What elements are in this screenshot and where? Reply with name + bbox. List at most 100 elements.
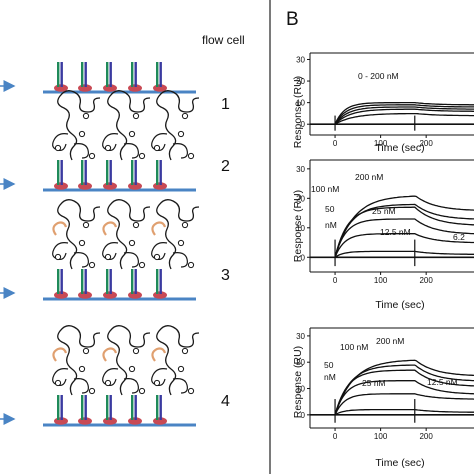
concentration-label: 200 nM [376,336,404,346]
blue-strand [60,395,63,420]
glycan-node [88,261,96,269]
sensorgram-curve [310,106,474,125]
flow-cell-2 [0,90,200,192]
sensorgram-curve [310,408,474,416]
concentration-label: 100 nM [340,342,368,352]
concentration-label: 200 nM [355,172,383,182]
x-tick-label: 200 [419,276,433,285]
immobilized-molecule [153,62,167,92]
green-strand [131,62,134,87]
blue-strand [109,269,112,294]
glycan-node [153,144,161,152]
x-tick-label: 200 [419,139,433,148]
blue-strand [84,160,87,185]
sensorgram-curve [310,218,474,259]
glycan-node [104,144,112,152]
glycan-branch [172,378,188,394]
glycan-branch [123,252,139,268]
blue-strand [134,160,137,185]
glycan-branch [102,368,119,386]
blue-strand [60,269,63,294]
x-tick-label: 100 [374,276,388,285]
glycan-branch [102,242,119,260]
x-tick-label: 200 [419,432,433,441]
glycan-node [54,253,62,261]
green-strand [57,395,60,420]
glycan-node [138,387,146,395]
y-tick-label: 30 [296,165,305,174]
glycan-node [78,365,86,373]
concentration-label: 6.2 [453,232,465,242]
blue-strand [84,62,87,87]
glycan-node [181,347,189,355]
x-axis-title: Time (sec) [375,299,424,311]
glycan-branch [102,133,119,151]
immobilized-molecule [54,395,68,425]
immobilized-molecule [153,160,167,190]
immobilized-molecule [103,160,117,190]
immobilized-molecule [153,269,167,299]
glycan-node [128,365,136,373]
glycan-node [177,239,185,247]
glycan-node [128,239,136,247]
glycan-chain [57,325,101,396]
green-strand [106,62,109,87]
green-strand [131,395,134,420]
glycan-node [138,152,146,160]
glycan-node [132,221,140,229]
flow-cell-number-3: 3 [221,267,230,284]
glycan-node [82,347,90,355]
glycan-node [138,261,146,269]
immobilized-molecule [128,395,142,425]
glycan-node [153,379,161,387]
y-tick-label: 30 [296,55,305,64]
immobilized-molecule [78,395,92,425]
glycan-node [128,130,136,138]
glycan-node [78,130,86,138]
glycan-branch [151,368,168,386]
sensorgram-curve [310,233,474,259]
blue-strand [60,160,63,185]
sensorgram-curve [310,195,474,259]
green-strand [106,395,109,420]
glycan-structure [52,90,101,161]
blue-strand [60,62,63,87]
immobilized-molecule [103,62,117,92]
y-axis-title: Response (RU) [292,190,304,262]
x-axis-title: Time (sec) [375,457,424,469]
glycan-structure [52,199,101,270]
green-strand [57,62,60,87]
y-tick-label: 0 [301,253,306,262]
glycan-branch [52,242,69,260]
concentration-label: 0 - 200 nM [358,71,399,81]
blue-strand [159,269,162,294]
blue-strand [134,395,137,420]
glycan-node [132,347,140,355]
glycan-node [104,253,112,261]
sensorgram-curve [310,369,474,416]
glycan-node [181,221,189,229]
concentration-label: nM [325,220,337,230]
green-strand [81,62,84,87]
green-strand [106,269,109,294]
bound-lectin-mark [52,347,68,362]
glycan-chain [156,325,200,396]
immobilized-molecule [78,160,92,190]
concentration-label: 50 [325,204,335,214]
schematic-panel: flow cell 1 2 3 4 [0,33,245,427]
glycan-structure [52,325,101,396]
y-axis-title: Response (RU) [292,346,304,418]
glycan-structure [102,90,151,161]
sensorgram-curve [310,393,474,416]
glycan-chain [156,90,200,161]
blue-strand [84,269,87,294]
y-axis-title: Response (RU) [292,76,304,148]
blue-strand [134,62,137,87]
y-tick-label: 10 [296,224,305,233]
glycan-structure [151,199,200,270]
glycan-chain [57,90,101,161]
immobilized-molecule [54,62,68,92]
